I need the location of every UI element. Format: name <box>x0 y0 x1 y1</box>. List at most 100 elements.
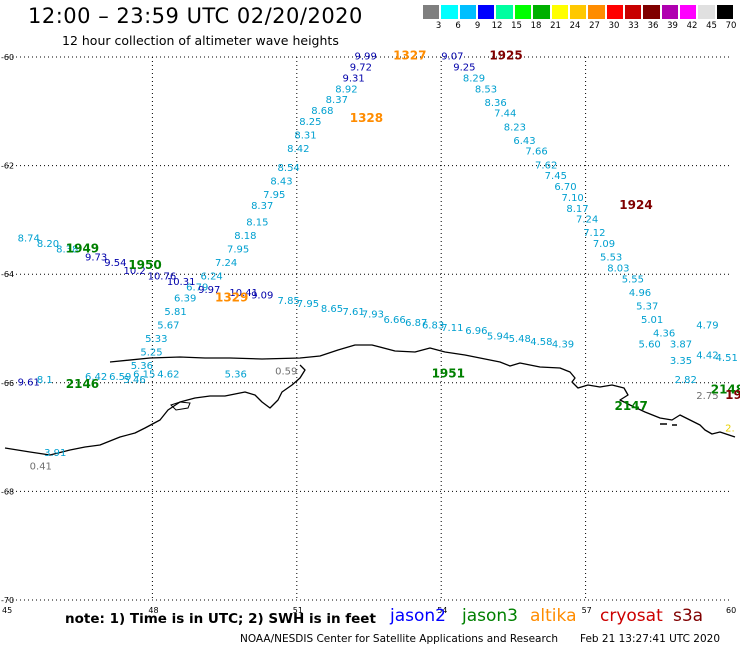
latitude-tick-label: -62 <box>1 162 14 171</box>
colorbar-label: 39 <box>667 21 678 31</box>
pass-number-label: 1951 <box>432 366 465 380</box>
antarctic-coastline-west <box>4 364 306 456</box>
wave-height-label: 3.91 <box>44 448 66 459</box>
pass-number-label: 1328 <box>350 111 383 125</box>
wave-height-label: 8.23 <box>504 122 526 133</box>
wave-height-label: 7.24 <box>215 258 237 269</box>
map-subtitle: 12 hour collection of altimeter wave hei… <box>62 33 339 48</box>
wave-height-label: 7.45 <box>545 171 567 182</box>
wave-height-label: 10.2 <box>124 266 146 277</box>
wave-height-label: 2.82 <box>675 375 697 386</box>
wave-height-label: 4.51 <box>716 353 738 364</box>
wave-height-label: 0.41 <box>30 462 52 473</box>
wave-height-label: 8.42 <box>287 144 309 155</box>
wave-height-label: 8.43 <box>270 177 292 188</box>
colorbar-label: 27 <box>589 21 600 31</box>
wave-height-label: 6.79 <box>186 282 208 293</box>
pass-labels: 1327 1328 1329 1925 1924 1949 1950 1951 2146 2147… <box>66 49 740 413</box>
wave-height-label: 7.85 <box>278 296 300 307</box>
wave-height-label: 8.92 <box>335 84 357 95</box>
colorbar-swatch <box>679 4 698 20</box>
colorbar-label: 33 <box>628 21 639 31</box>
colorbar-label: 21 <box>550 21 561 31</box>
wave-height-label: 4.39 <box>552 340 574 351</box>
colorbar-swatches <box>422 4 735 20</box>
colorbar-swatch <box>587 4 606 20</box>
wave-height-label: 6.42 <box>85 372 107 383</box>
wave-height-label: 7.93 <box>362 310 384 321</box>
wave-height-label: 6.87 <box>405 318 427 329</box>
longitude-tick-label: 57 <box>582 606 592 615</box>
wave-height-label: 2.75 <box>696 391 718 402</box>
wave-height-label: 5.37 <box>636 301 658 312</box>
wave-height-label: 5.33 <box>145 334 167 345</box>
wave-height-label: 10.31 <box>167 277 196 288</box>
pass-number-label: 1949 <box>66 241 99 255</box>
pass-number-label: 2147 <box>614 399 647 413</box>
colorbar-swatch <box>605 4 624 20</box>
wave-height-label: 8.54 <box>278 163 300 174</box>
longitude-tick-label: 51 <box>293 606 303 615</box>
wave-height-label: 5.25 <box>140 348 162 359</box>
wave-height-label: 7.11 <box>441 323 463 334</box>
colorbar-swatch <box>458 4 478 20</box>
longitude-tick-label: 60 <box>726 606 736 615</box>
wave-height-label: 8.37 <box>251 201 273 212</box>
colorbar-swatch <box>550 4 569 20</box>
wave-height-label: 9.54 <box>104 258 126 269</box>
pass-number-label: 1329 <box>215 290 248 304</box>
wave-height-label: 0.59 <box>275 367 297 378</box>
pass-number-label: 2148 <box>711 383 740 397</box>
pass-number-label: 19 <box>725 388 740 402</box>
latitude-tick-label: -64 <box>1 270 14 279</box>
wave-height-label: 4.62 <box>157 369 179 380</box>
wave-height-label: 8.18 <box>234 231 256 242</box>
colorbar-swatch <box>422 4 441 20</box>
wave-height-label: 5.01 <box>641 315 663 326</box>
wave-height-label: 6.66 <box>383 315 405 326</box>
colorbar-swatch <box>697 4 716 20</box>
wave-height-label: 8.25 <box>299 117 321 128</box>
wave-height-label: 8.65 <box>321 304 343 315</box>
wave-height-label: 7.24 <box>576 215 598 226</box>
legend-altika: altika <box>530 606 577 626</box>
colorbar-swatch <box>715 4 735 20</box>
colorbar-label: 45 <box>706 21 717 31</box>
lat-lon-grid: 45 48 51 54 57 60 -60 -62 -64 -66 -68 -70 <box>1 53 736 615</box>
colorbar-swatch <box>532 4 551 20</box>
wave-height-label: 9.09 <box>251 291 273 302</box>
wave-height-label: 5.36 <box>225 369 247 380</box>
wave-height-label: 8.38 <box>56 244 78 255</box>
wave-height-label: 7.66 <box>525 147 547 158</box>
wave-height-label: 8.53 <box>475 84 497 95</box>
wave-height-label: 7.62 <box>535 160 557 171</box>
colorbar-label: 12 <box>491 21 503 31</box>
wave-height-label: 8.74 <box>18 234 40 245</box>
colorbar-swatch <box>495 4 514 20</box>
wave-height-label: 9.73 <box>85 253 107 264</box>
wave-height-label: 7.44 <box>494 109 516 120</box>
wave-height-label: 7.61 <box>343 307 365 318</box>
wave-height-label: 10.76 <box>148 272 177 283</box>
wave-height-label: 9.97 <box>198 285 220 296</box>
wave-height-label: 8.68 <box>311 106 333 117</box>
antarctic-coastline <box>109 344 736 438</box>
colorbar-swatch <box>440 4 459 20</box>
wave-height-label: 6.15 <box>133 369 155 380</box>
wave-height-label: 6.24 <box>201 272 223 283</box>
wave-height-label: 8.1 <box>37 375 53 386</box>
wave-height-label: 7.09 <box>593 239 615 250</box>
colorbar-swatch <box>513 4 533 20</box>
wave-height-label: 8.37 <box>326 95 348 106</box>
wave-height-label: 10.41 <box>229 288 258 299</box>
wave-height-label: 6.70 <box>554 182 576 193</box>
longitude-tick-label: 48 <box>148 606 158 615</box>
wave-height-label: 9.07 <box>441 52 463 63</box>
colorbar-label: 36 <box>647 21 659 31</box>
wave-height-label: 4.79 <box>696 321 718 332</box>
wave-height-label: 6.39 <box>174 293 196 304</box>
wave-height-label: 7.12 <box>583 228 605 239</box>
